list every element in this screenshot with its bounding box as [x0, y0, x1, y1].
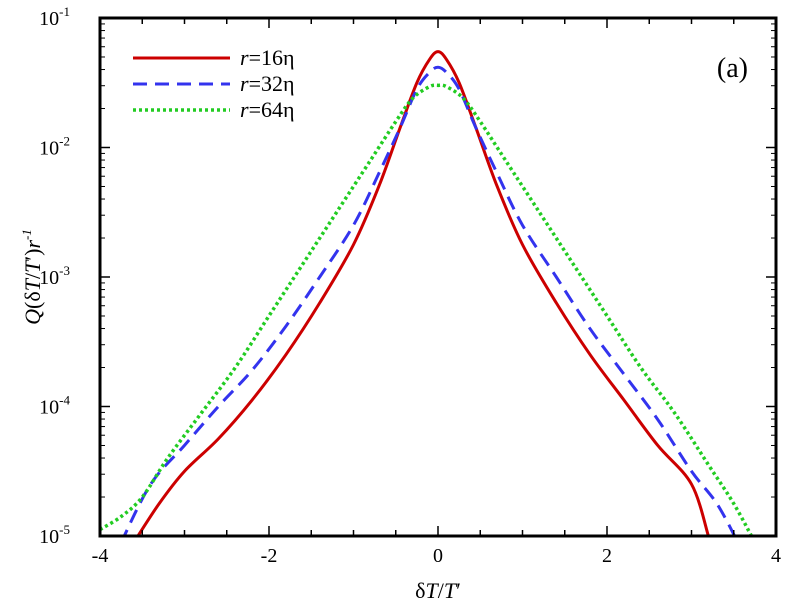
- axis-ticks: [99, 17, 777, 537]
- x-tick-labels: -4 -2 0 2 4: [92, 545, 781, 567]
- legend-label: r=64η: [240, 97, 295, 122]
- legend-label-r: r: [240, 97, 249, 122]
- x-tick-label: 0: [433, 545, 443, 567]
- legend-label-eta: η: [283, 97, 295, 122]
- y-tick-label: 10-3: [39, 263, 70, 289]
- x-tick-label: -4: [92, 545, 109, 567]
- x-axis-title: δT/T′: [415, 578, 461, 603]
- x-tick-label: -2: [261, 545, 278, 567]
- series-line-solid: [136, 50, 710, 536]
- y-axis-title-exp: -1: [19, 229, 34, 240]
- y-axis-title-prime-close: ′): [20, 249, 45, 261]
- y-tick-label: 10-4: [39, 393, 70, 419]
- x-axis-title-slash: /: [438, 578, 445, 603]
- x-axis-title-delta: δ: [415, 578, 425, 603]
- legend-label-eta: η: [283, 45, 295, 70]
- y-tick-label-base: 10: [39, 267, 59, 289]
- legend-label-r: r: [240, 45, 249, 70]
- x-axis-title-T1: T: [425, 578, 439, 603]
- y-axis-title-r: r: [20, 240, 45, 249]
- y-tick-label-exponent: -5: [59, 522, 70, 537]
- y-tick-label: 10-5: [39, 522, 70, 548]
- y-tick-label-exponent: -4: [59, 393, 70, 408]
- y-tick-label-base: 10: [39, 8, 59, 30]
- panel-label: (a): [717, 53, 748, 84]
- y-tick-label-base: 10: [39, 397, 59, 419]
- y-axis-title: Q(δT/T′)r-1: [19, 229, 45, 325]
- legend-label-value: =64: [249, 97, 283, 122]
- y-tick-label-exponent: -2: [59, 134, 70, 149]
- y-axis-title-T1: T: [20, 277, 45, 291]
- legend-label-value: =16: [249, 45, 283, 70]
- series-line-dashed: [122, 65, 737, 536]
- plot-frame: [98, 16, 778, 538]
- y-axis-title-open: (δ: [20, 291, 45, 309]
- x-axis-title-prime: ′: [456, 578, 461, 603]
- legend-label: r=16η: [240, 45, 295, 70]
- y-tick-label: 10-2: [39, 134, 70, 160]
- legend-label: r=32η: [240, 71, 295, 96]
- legend-label-r: r: [240, 71, 249, 96]
- y-tick-label-exponent: -3: [59, 263, 70, 278]
- y-tick-labels: 10-510-410-310-210-1: [39, 4, 70, 548]
- legend-label-value: =32: [249, 71, 283, 96]
- x-tick-label: 2: [602, 545, 612, 567]
- y-axis-title-Q: Q: [20, 309, 45, 325]
- y-tick-label-base: 10: [39, 138, 59, 160]
- x-axis-title-T2: T: [444, 578, 458, 603]
- y-axis-title-slash: /: [20, 272, 45, 279]
- y-tick-label-exponent: -1: [59, 4, 70, 19]
- series-line-dotted: [100, 83, 754, 536]
- y-tick-label: 10-1: [39, 4, 70, 30]
- x-tick-label: 4: [771, 545, 781, 567]
- legend-label-eta: η: [283, 71, 295, 96]
- y-tick-label-base: 10: [39, 526, 59, 548]
- curves: [100, 50, 754, 536]
- y-axis-title-T2: T: [20, 259, 45, 273]
